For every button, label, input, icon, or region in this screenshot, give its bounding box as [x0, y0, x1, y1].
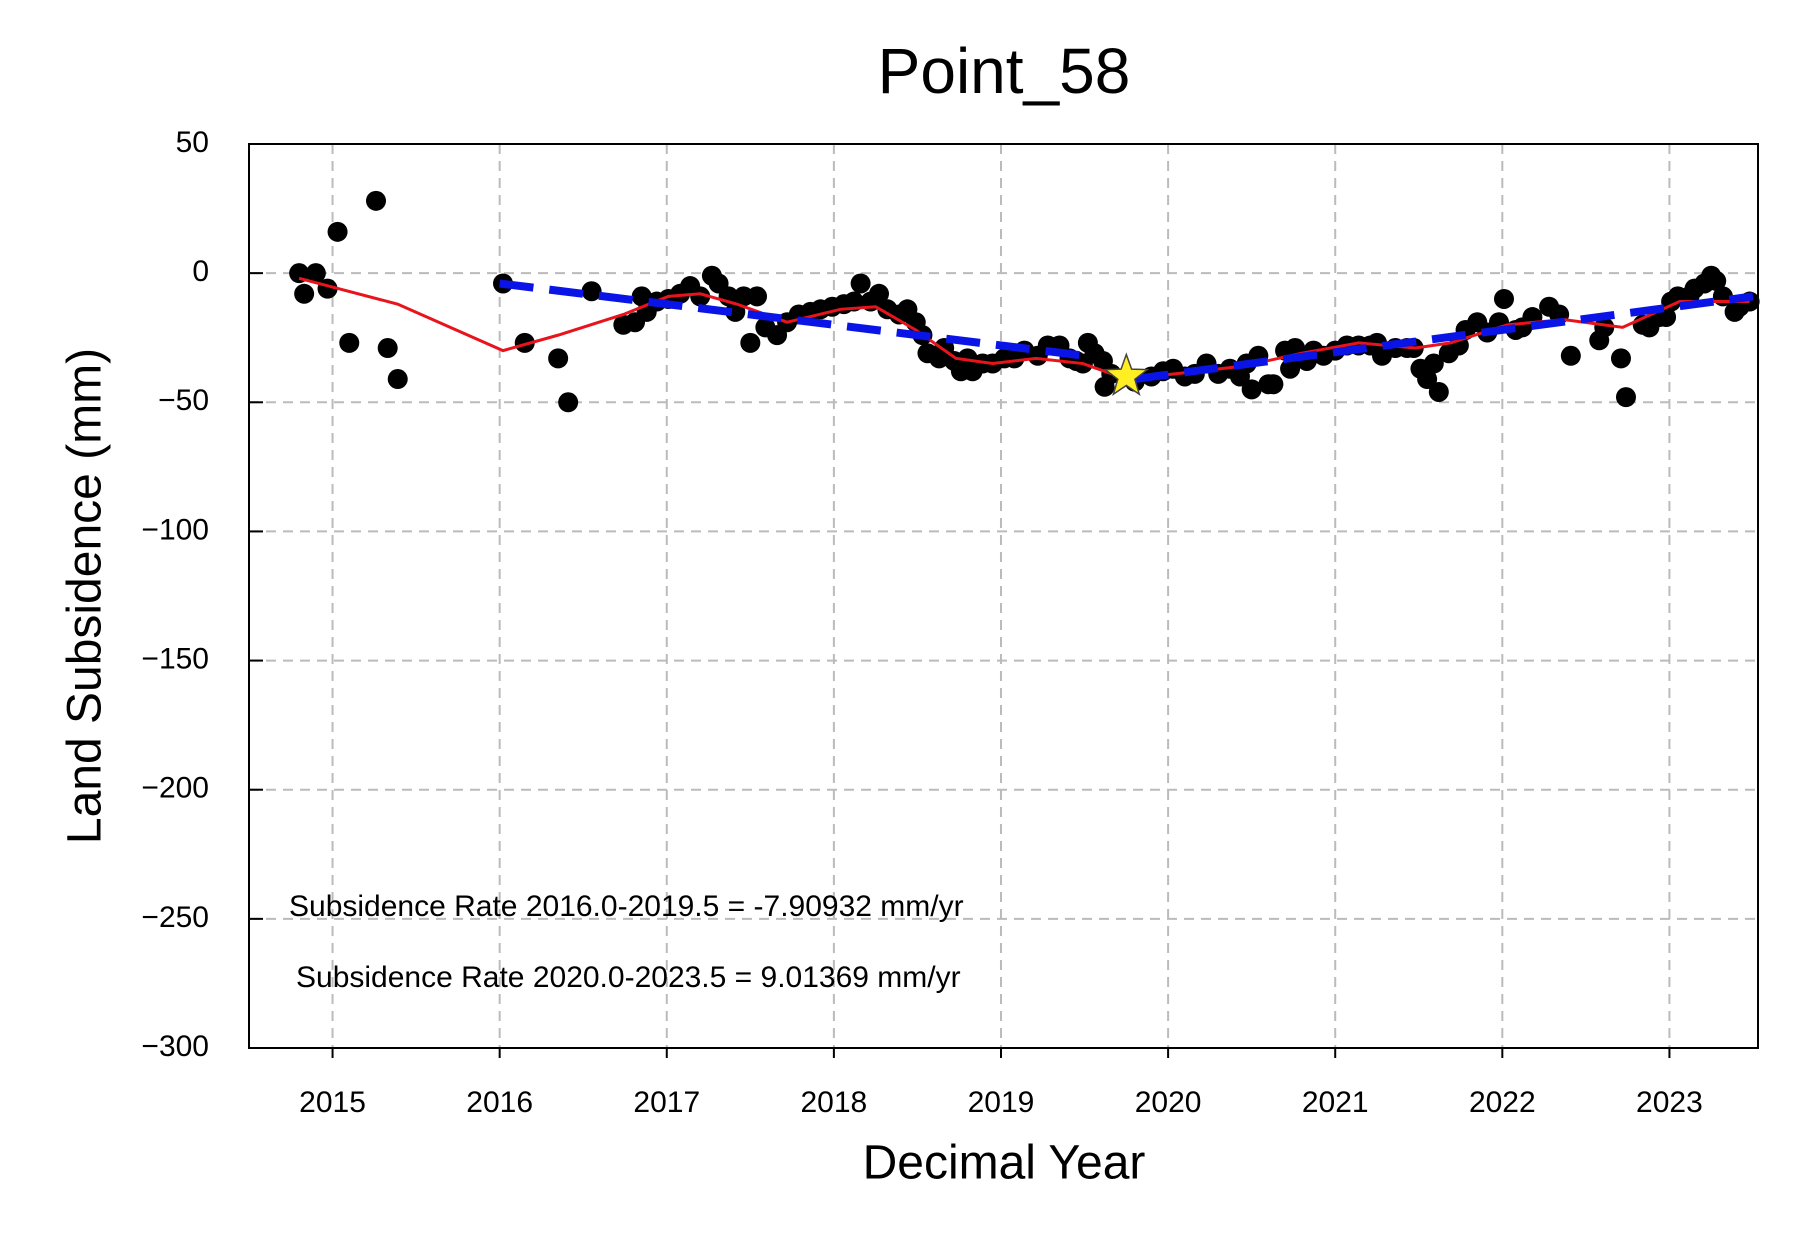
data-point	[1493, 288, 1514, 309]
data-point	[869, 283, 890, 304]
plot-area: 2015 2016 2017 2018 2019 2020 2021 2022 2023 −300…	[141, 126, 1760, 1119]
data-point	[1706, 270, 1727, 291]
data-point	[1615, 387, 1636, 408]
data-point	[558, 392, 579, 413]
data-point	[740, 332, 761, 353]
data-point	[294, 283, 315, 304]
y-tick-label: 50	[176, 126, 209, 159]
x-tick-label: 2017	[633, 1086, 700, 1119]
y-tick-label: 0	[192, 255, 209, 288]
data-point	[1417, 369, 1438, 390]
annotation: Subsidence Rate 2016.0-2019.5 = -7.90932…	[289, 890, 964, 923]
y-axis-label: Land Subsidence (mm)	[59, 348, 112, 844]
data-point	[1560, 345, 1581, 366]
data-point	[747, 286, 768, 307]
y-tick-label: −50	[158, 384, 209, 417]
data-point	[305, 263, 326, 284]
x-tick-label: 2021	[1302, 1086, 1369, 1119]
data-point	[850, 273, 871, 294]
data-point	[1610, 348, 1631, 369]
smooth-line	[298, 276, 1750, 381]
data-point	[366, 190, 387, 211]
y-tick-label: −250	[141, 901, 209, 934]
data-point	[631, 286, 652, 307]
x-tick-label: 2015	[299, 1086, 366, 1119]
data-point	[387, 369, 408, 390]
x-tick-label: 2016	[466, 1086, 533, 1119]
data-point	[548, 348, 569, 369]
data-point	[1280, 358, 1301, 379]
trend-line	[1134, 292, 1754, 384]
annotation: Subsidence Rate 2020.0-2023.5 = 9.01369 …	[296, 961, 961, 994]
data-point	[1423, 353, 1444, 374]
data-point	[327, 221, 348, 242]
data-point	[1594, 317, 1615, 338]
x-tick-label: 2023	[1636, 1086, 1703, 1119]
star-marker	[1103, 352, 1150, 397]
x-tick-label: 2022	[1469, 1086, 1536, 1119]
data-point	[690, 286, 711, 307]
y-tick-label: −100	[141, 513, 209, 546]
x-axis-label: Decimal Year	[863, 1137, 1146, 1190]
x-tick-label: 2020	[1135, 1086, 1202, 1119]
data-point	[581, 281, 602, 302]
data-point	[339, 332, 360, 353]
x-tick-label: 2019	[968, 1086, 1035, 1119]
chart-title: Point_58	[878, 35, 1131, 107]
data-point	[377, 338, 398, 359]
x-tick-label: 2018	[801, 1086, 868, 1119]
data-point	[1241, 379, 1262, 400]
data-point	[1263, 374, 1284, 395]
plot-frame	[248, 143, 1759, 1049]
data-point	[1428, 381, 1449, 402]
y-tick-label: −150	[141, 642, 209, 675]
y-tick-label: −300	[141, 1030, 209, 1063]
y-tick-label: −200	[141, 772, 209, 805]
data-point	[514, 332, 535, 353]
